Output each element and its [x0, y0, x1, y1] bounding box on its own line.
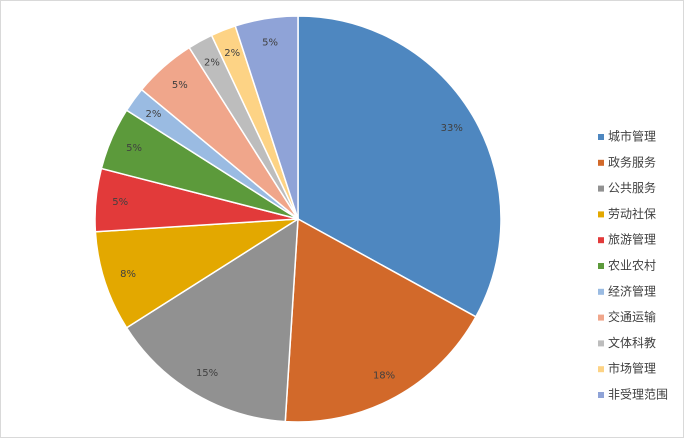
value-label: 8% — [120, 269, 136, 280]
legend-label: 文体科教 — [608, 335, 656, 350]
legend-swatch — [598, 185, 604, 192]
legend-label: 城市管理 — [608, 129, 656, 144]
legend-swatch — [598, 314, 604, 321]
value-label: 5% — [112, 197, 128, 208]
legend-swatch — [598, 366, 604, 373]
legend-label: 旅游管理 — [608, 232, 656, 247]
legend-label: 非受理范围 — [608, 388, 668, 402]
pie-slice — [234, 15, 299, 220]
pie-slice — [297, 15, 502, 318]
legend-swatch — [598, 134, 604, 140]
pie-slice — [125, 217, 299, 423]
legend-swatch — [598, 211, 604, 218]
value-label: 18% — [373, 371, 395, 382]
legend-swatch — [598, 288, 604, 295]
pie-slice — [94, 218, 299, 329]
legend-swatch — [598, 237, 604, 244]
value-label: 33% — [441, 123, 463, 134]
legend-swatch — [598, 159, 604, 166]
legend-swatch — [598, 392, 604, 398]
legend-swatch — [598, 340, 604, 347]
value-label: 5% — [262, 38, 278, 49]
value-label: 5% — [172, 80, 188, 91]
value-label: 2% — [204, 57, 220, 68]
value-label: 2% — [146, 109, 162, 120]
legend-label: 农业农村 — [608, 259, 656, 273]
pie-slice — [284, 217, 477, 423]
value-label: 5% — [126, 143, 142, 154]
legend-swatch — [598, 263, 604, 269]
legend-label: 公共服务 — [608, 180, 656, 195]
legend-label: 劳动社保 — [608, 206, 656, 221]
value-label: 15% — [196, 368, 218, 379]
legend-label: 市场管理 — [608, 361, 656, 376]
legend-label: 交通运输 — [608, 309, 656, 324]
value-label: 2% — [224, 48, 240, 59]
legend-label: 政务服务 — [608, 154, 656, 169]
legend-label: 经济管理 — [608, 283, 656, 298]
